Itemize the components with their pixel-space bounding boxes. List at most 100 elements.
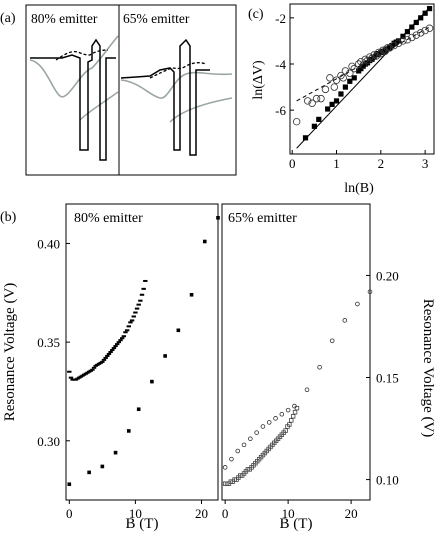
data-point <box>332 76 341 84</box>
y-tick-label: -2 <box>275 11 286 26</box>
data-point <box>350 64 358 73</box>
data-point <box>403 36 412 44</box>
data-point <box>354 60 363 68</box>
data-point <box>176 328 181 333</box>
data-point <box>302 135 309 141</box>
data-point <box>329 101 335 107</box>
data-point <box>67 370 72 373</box>
data-point <box>222 465 228 470</box>
data-point <box>126 325 131 328</box>
data-point <box>229 456 234 462</box>
data-point <box>399 37 407 45</box>
data-point <box>283 428 288 433</box>
data-point <box>312 94 321 103</box>
panel-label-c: (c) <box>248 7 264 22</box>
y-tick-label: 0.40 <box>37 236 60 251</box>
data-point <box>339 74 347 82</box>
data-point <box>341 67 350 75</box>
data-point <box>408 33 416 42</box>
chart-b-left-xlabel: B (T) <box>126 516 159 532</box>
data-point <box>287 422 292 427</box>
data-point <box>390 41 398 50</box>
chart-b-right: 65% emitter B (T) Resonance Voltage (V) … <box>221 203 436 532</box>
data-point <box>139 293 145 296</box>
y-tick-label: 0.15 <box>376 371 399 386</box>
data-point <box>129 319 135 322</box>
data-point <box>413 19 419 26</box>
panel-a-right-dashed-level <box>149 62 207 79</box>
data-point <box>101 358 107 361</box>
data-point <box>248 436 253 442</box>
x-tick-label: 1 <box>333 156 340 171</box>
chart-b-left-marks: 0 10 20 0.30 0.35 0.40 <box>37 216 220 521</box>
data-point <box>121 335 127 338</box>
data-point <box>91 366 97 369</box>
data-point <box>216 216 220 220</box>
chart-c-frame <box>289 3 435 155</box>
data-point <box>418 15 424 21</box>
data-point <box>317 94 325 103</box>
data-point <box>342 84 348 90</box>
data-point <box>404 29 411 35</box>
data-point <box>351 75 357 81</box>
data-point <box>426 6 433 12</box>
data-point <box>338 91 344 97</box>
data-point <box>333 98 340 104</box>
chart-b-right-marks: 0 10 20 0.10 0.15 0.20 <box>222 268 399 521</box>
x-tick-label: 0 <box>222 506 229 521</box>
data-point <box>124 329 130 332</box>
panel-a-left-dashed-level <box>55 49 109 61</box>
data-point <box>143 279 148 282</box>
data-point <box>136 407 141 412</box>
data-point <box>131 315 136 318</box>
data-point <box>367 289 373 295</box>
chart-b-right-ylabel: Resonance Voltage (V) <box>420 299 436 438</box>
data-point <box>304 387 310 393</box>
x-tick-label: 10 <box>282 506 295 521</box>
chart-b-left: 80% emitter B (T) Resonance Voltage (V) … <box>2 203 220 532</box>
y-tick-label: 0.30 <box>37 434 60 449</box>
data-point <box>316 116 322 122</box>
panel-label-a: (a) <box>0 11 16 26</box>
data-point <box>425 24 434 32</box>
data-point <box>103 356 108 359</box>
x-tick-label: 0 <box>289 156 296 171</box>
data-point <box>421 26 429 35</box>
data-point <box>123 331 128 334</box>
panel-a-right-gray-band <box>120 71 233 99</box>
data-point <box>347 78 353 84</box>
data-point <box>337 71 345 80</box>
data-point <box>395 38 402 44</box>
x-tick-label: 10 <box>129 506 142 521</box>
data-point <box>260 424 266 429</box>
y-tick-label: 0.10 <box>376 473 399 488</box>
data-point <box>308 99 316 107</box>
data-point <box>292 403 297 409</box>
data-point <box>317 365 322 370</box>
data-point <box>90 368 95 371</box>
data-point <box>115 343 120 346</box>
data-point <box>290 414 296 419</box>
x-tick-label: 0 <box>66 506 73 521</box>
data-point <box>346 69 354 77</box>
panel-a-left-solid-band <box>30 38 116 161</box>
data-point <box>100 464 105 469</box>
data-point <box>189 292 194 297</box>
data-point <box>150 379 154 384</box>
chart-b-right-xlabel: B (T) <box>280 516 313 532</box>
data-point <box>292 117 301 126</box>
data-point <box>68 376 74 379</box>
data-point <box>138 299 143 302</box>
data-point <box>67 482 72 487</box>
data-point <box>292 410 298 415</box>
data-point <box>385 44 394 52</box>
data-point <box>273 416 278 421</box>
y-tick-label: -4 <box>275 57 286 72</box>
data-point <box>87 470 91 475</box>
data-point <box>100 360 105 363</box>
chart-b-left-ylabel: Resonance Voltage (V) <box>2 283 18 422</box>
data-point <box>412 31 420 39</box>
data-point <box>133 311 138 314</box>
data-point <box>119 337 125 340</box>
data-point <box>128 321 133 324</box>
